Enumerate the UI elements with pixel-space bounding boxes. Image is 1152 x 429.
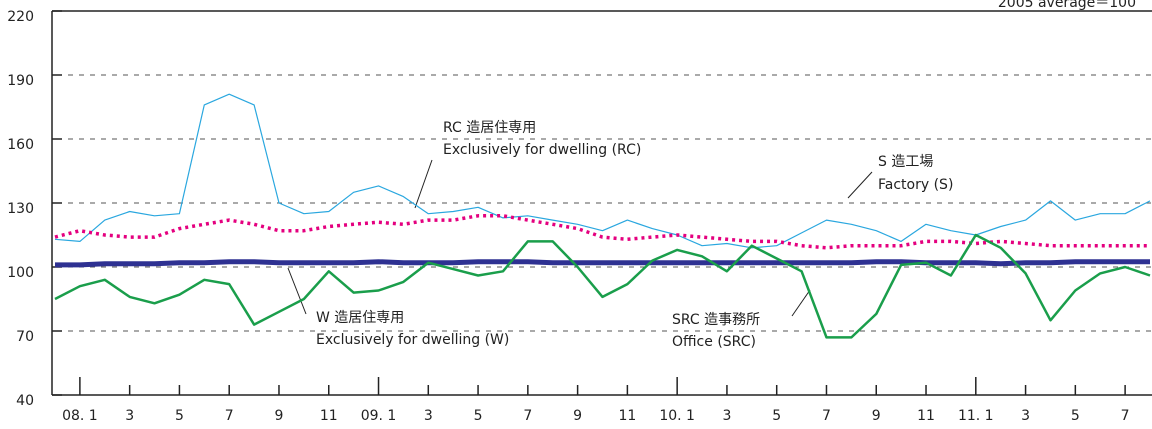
series-line: [54, 214, 1150, 250]
x-tick-label: 5: [1071, 408, 1080, 424]
annotation: RC 造居住専用: [443, 120, 536, 136]
annotation: Exclusively for dwelling (W): [316, 332, 509, 348]
series-line: [54, 93, 1151, 249]
annotation: Office (SRC): [672, 334, 756, 350]
x-tick-label: 7: [1121, 408, 1130, 424]
leader: [791, 289, 811, 317]
x-tick-label: 08. 1: [62, 408, 98, 424]
x-tick-label: 11: [320, 408, 338, 424]
annotation: SRC 造事務所: [672, 312, 760, 328]
x-tick-label: 5: [474, 408, 483, 424]
leader: [414, 159, 433, 209]
series-line: [54, 233, 1151, 339]
y-tick-label: 220: [7, 9, 34, 25]
x-tick-label: 09. 1: [361, 408, 397, 424]
leader: [287, 267, 307, 315]
x-tick-label: 3: [722, 408, 731, 424]
y-tick-label: 190: [7, 73, 34, 89]
x-tick-label: 9: [275, 408, 284, 424]
x-tick-label: 11: [917, 408, 935, 424]
x-tick-label: 3: [125, 408, 134, 424]
note: 2005 average＝100: [998, 0, 1136, 11]
x-tick-label: 5: [772, 408, 781, 424]
y-tick-label: 100: [7, 265, 34, 281]
y-tick-label: 130: [7, 201, 34, 217]
x-tick-label: 3: [424, 408, 433, 424]
x-tick-label: 5: [175, 408, 184, 424]
x-tick-label: 11. 1: [958, 408, 994, 424]
x-tick-label: 3: [1021, 408, 1030, 424]
x-tick-label: 9: [872, 408, 881, 424]
x-tick-label: 7: [225, 408, 234, 424]
x-tick-label: 10. 1: [659, 408, 695, 424]
x-tick-label: 11: [618, 408, 636, 424]
y-tick-label: 160: [7, 137, 34, 153]
x-tick-label: 7: [822, 408, 831, 424]
annotation: W 造居住専用: [316, 310, 404, 326]
series-line: [55, 259, 1150, 268]
y-tick-label: 70: [16, 329, 34, 345]
annotation: Exclusively for dwelling (RC): [443, 142, 641, 158]
annotation: Factory (S): [878, 177, 953, 193]
x-tick-label: 9: [573, 408, 582, 424]
x-tick-label: 7: [523, 408, 532, 424]
leader: [847, 171, 873, 199]
annotation: S 造工場: [878, 154, 933, 170]
y-tick-label: 40: [16, 393, 34, 409]
